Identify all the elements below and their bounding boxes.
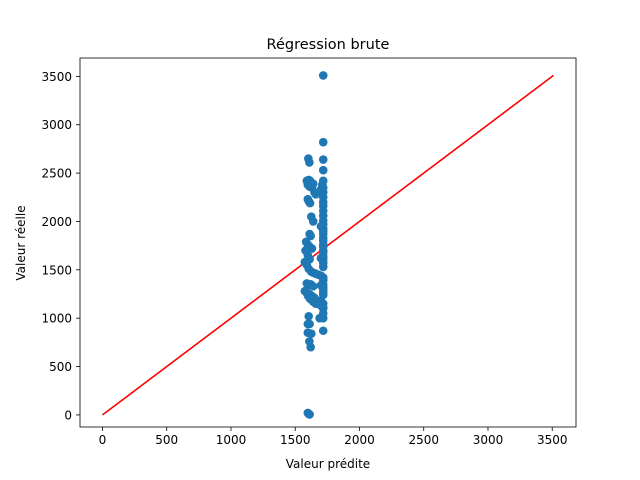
x-tick-label: 3000 (473, 433, 504, 447)
x-tick-label: 3500 (537, 433, 568, 447)
x-tick-label: 0 (99, 433, 107, 447)
data-point (318, 155, 328, 164)
chart-title: Régression brute (267, 37, 390, 53)
points-layer (300, 71, 328, 419)
data-point (306, 342, 315, 352)
y-axis: 0 500 1000 1500 2000 2500 3000 3500 (41, 70, 80, 422)
y-tick-label: 1000 (41, 312, 72, 326)
data-point (308, 217, 318, 226)
x-axis: 0 500 1000 1500 2000 2500 3000 3500 (99, 427, 568, 447)
regression-line (102, 74, 554, 416)
data-point (308, 281, 318, 291)
y-tick-label: 3500 (41, 70, 72, 84)
data-point (318, 71, 328, 80)
data-point (305, 158, 314, 167)
data-point (318, 137, 328, 147)
data-point (305, 410, 314, 419)
y-tick-label: 3000 (41, 118, 72, 132)
data-point (306, 329, 316, 338)
x-axis-title: Valeur prédite (286, 457, 370, 471)
y-axis-title: Valeur réelle (14, 205, 28, 280)
data-point (318, 176, 328, 186)
data-point (305, 198, 315, 208)
plot-area (79, 57, 577, 428)
data-point (318, 165, 328, 175)
y-tick-label: 0 (64, 408, 72, 422)
data-point (306, 231, 315, 241)
x-tick-label: 1000 (216, 433, 247, 447)
x-tick-label: 2500 (408, 433, 439, 447)
y-tick-label: 500 (49, 360, 72, 374)
y-tick-label: 2000 (41, 215, 72, 229)
x-tick-label: 2000 (344, 433, 375, 447)
y-tick-label: 1500 (41, 263, 72, 277)
y-tick-label: 2500 (41, 167, 72, 181)
data-point (304, 311, 314, 321)
data-point (305, 319, 314, 329)
plot-frame (79, 57, 577, 428)
data-point (315, 313, 324, 323)
data-point (318, 262, 328, 272)
x-tick-label: 1500 (280, 433, 311, 447)
x-tick-label: 500 (155, 433, 178, 447)
reference-line-layer (102, 74, 554, 416)
data-point (318, 326, 328, 336)
